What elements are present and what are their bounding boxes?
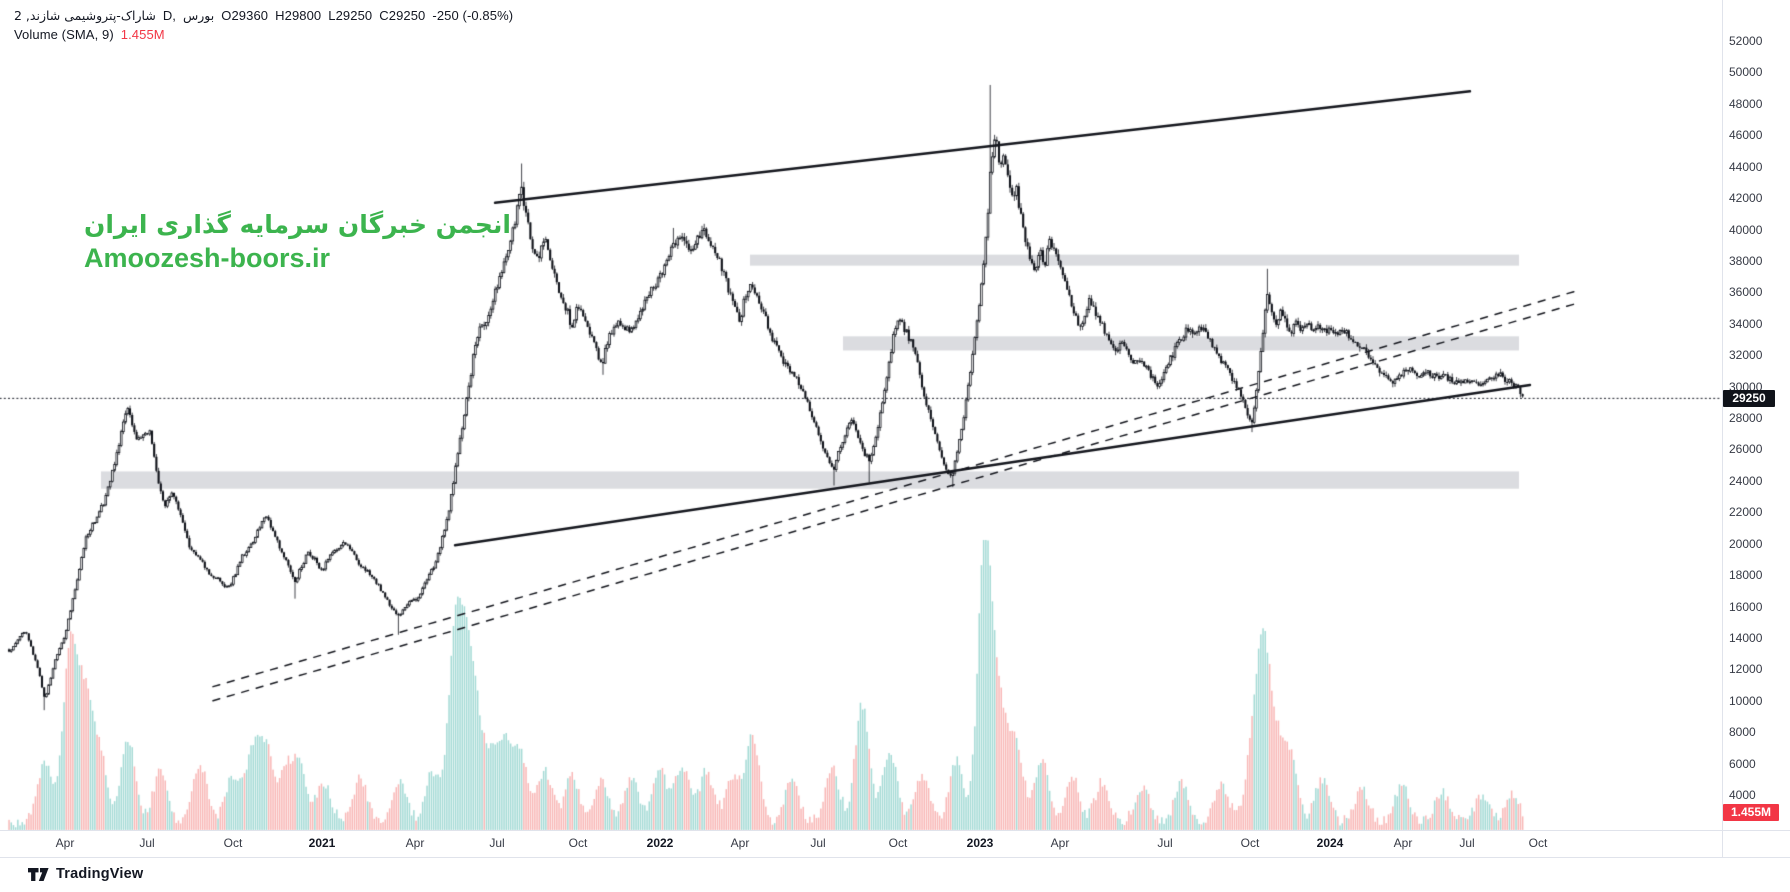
time-tick-label: 2024 [1316, 836, 1344, 850]
ohlc-low: L29250 [328, 8, 373, 23]
chart-legend: شاراک-پتروشیمی شازند, 2 D, بورس O29360 H… [14, 8, 513, 46]
price-tick-label: 38000 [1729, 253, 1763, 268]
time-tick-label: Oct [1240, 836, 1260, 850]
time-tick-label: 2023 [966, 836, 994, 850]
price-tick-label: 36000 [1729, 285, 1763, 300]
time-tick-label: Apr [55, 836, 75, 850]
time-tick-label: Jul [810, 836, 826, 850]
watermark-line2: Amoozesh-boors.ir [84, 243, 331, 273]
price-tick-label: 22000 [1729, 505, 1763, 520]
volume-value-badge: 1.455M [1723, 804, 1779, 821]
ohlc-open: O29360 [221, 8, 269, 23]
time-tick-label: Jul [1157, 836, 1173, 850]
price-tick-label: 4000 [1729, 788, 1756, 802]
time-axis-border-bottom [0, 857, 1790, 858]
legend-volume-row: Volume (SMA, 9) 1.455M [14, 27, 513, 46]
price-tick-label: 32000 [1729, 348, 1763, 363]
price-tick-label: 12000 [1729, 662, 1763, 677]
ohlc-close: C29250 [379, 8, 426, 23]
price-tick-label: 34000 [1729, 316, 1763, 331]
price-tick-label: 16000 [1729, 599, 1763, 614]
price-tick-label: 42000 [1729, 191, 1763, 206]
price-tick-label: 8000 [1729, 725, 1756, 740]
exchange-label[interactable]: بورس [183, 8, 215, 23]
time-tick-label: Jul [139, 836, 155, 850]
price-tick-label: 46000 [1729, 128, 1763, 143]
tradingview-logo-text: TradingView [56, 866, 144, 882]
time-tick-label: Oct [1528, 836, 1548, 850]
volume-indicator-label[interactable]: Volume (SMA, 9) [14, 27, 114, 42]
price-tick-label: 52000 [1729, 34, 1763, 48]
symbol-name[interactable]: شاراک-پتروشیمی شازند, 2 [14, 8, 156, 23]
legend-symbol-row: شاراک-پتروشیمی شازند, 2 D, بورس O29360 H… [14, 8, 513, 27]
price-tick-label: 28000 [1729, 411, 1763, 425]
tradingview-logo[interactable]: TradingView [28, 862, 143, 886]
volume-indicator-value: 1.455M [120, 27, 165, 42]
last-price-badge: 29250 [1723, 389, 1775, 407]
time-tick-label: Apr [1393, 836, 1413, 850]
timeframe-label[interactable]: D, [162, 8, 177, 23]
time-tick-label: Apr [1050, 836, 1070, 850]
ohlc-high: H29800 [275, 8, 322, 23]
price-tick-label: 50000 [1729, 65, 1763, 80]
price-tick-label: 14000 [1729, 630, 1763, 645]
price-tick-label: 26000 [1729, 442, 1763, 457]
tradingview-logo-icon [28, 867, 49, 881]
price-tick-label: 40000 [1729, 222, 1763, 237]
watermark: انجمن خبرگان سرمایه گذاری ایران Amoozesh… [84, 210, 511, 274]
price-tick-label: 10000 [1729, 693, 1763, 708]
price-axis[interactable]: 52000 50000 48000 46000 44000 42000 40000 38000… [1723, 0, 1790, 830]
time-tick-label: Jul [1459, 836, 1475, 850]
watermark-line1: انجمن خبرگان سرمایه گذاری ایران [84, 210, 511, 239]
time-axis-border-top [0, 830, 1790, 831]
time-tick-label: Apr [405, 836, 425, 850]
price-tick-label: 18000 [1729, 568, 1763, 583]
time-tick-label: Oct [888, 836, 908, 850]
price-tick-label: 6000 [1729, 756, 1756, 771]
price-tick-label: 44000 [1729, 159, 1763, 174]
time-tick-label: Apr [730, 836, 750, 850]
time-axis[interactable]: Apr Jul Oct 2021 Apr Jul Oct 2022 Apr Jul Oct 2023 A… [0, 831, 1722, 857]
time-tick-label: Oct [568, 836, 588, 850]
time-tick-label: Oct [223, 836, 243, 850]
time-tick-label: 2021 [308, 836, 336, 850]
time-tick-label: Jul [489, 836, 505, 850]
price-tick-label: 24000 [1729, 473, 1763, 488]
price-tick-label: 20000 [1729, 536, 1763, 551]
price-tick-label: 48000 [1729, 96, 1763, 111]
ohlc-change: -250 (-0.85%) [432, 8, 514, 23]
time-tick-label: 2022 [646, 836, 674, 850]
price-axis-border [1722, 0, 1723, 858]
